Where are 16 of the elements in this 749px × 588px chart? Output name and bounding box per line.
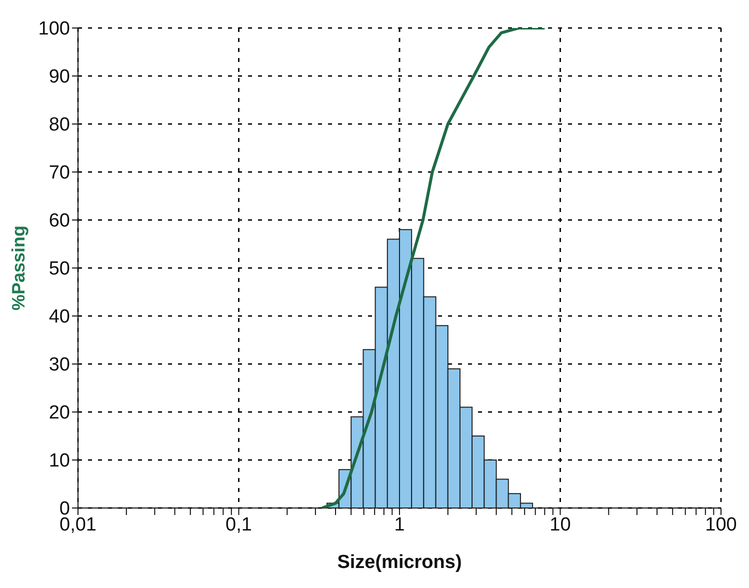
y-tick-label: 40 xyxy=(48,306,70,328)
y-tick-label: 20 xyxy=(48,402,70,424)
y-tick-label: 70 xyxy=(48,162,70,184)
y-tick-label: 50 xyxy=(48,258,70,280)
x-tick-label: 0,1 xyxy=(226,514,252,536)
x-tick-label: 100 xyxy=(705,514,737,536)
y-tick-label: 30 xyxy=(48,354,70,376)
y-tick-label: 60 xyxy=(48,210,70,232)
x-axis-title: Size(microns) xyxy=(337,552,462,573)
y-tick-label: 100 xyxy=(38,18,70,40)
y-axis-title: %Passing xyxy=(8,225,28,311)
x-tick-label: 10 xyxy=(550,514,571,536)
y-tick-label: 90 xyxy=(48,66,70,88)
y-tick-label: 10 xyxy=(48,450,70,472)
y-tick-label: 80 xyxy=(48,114,70,136)
x-tick-label: 1 xyxy=(394,514,405,536)
